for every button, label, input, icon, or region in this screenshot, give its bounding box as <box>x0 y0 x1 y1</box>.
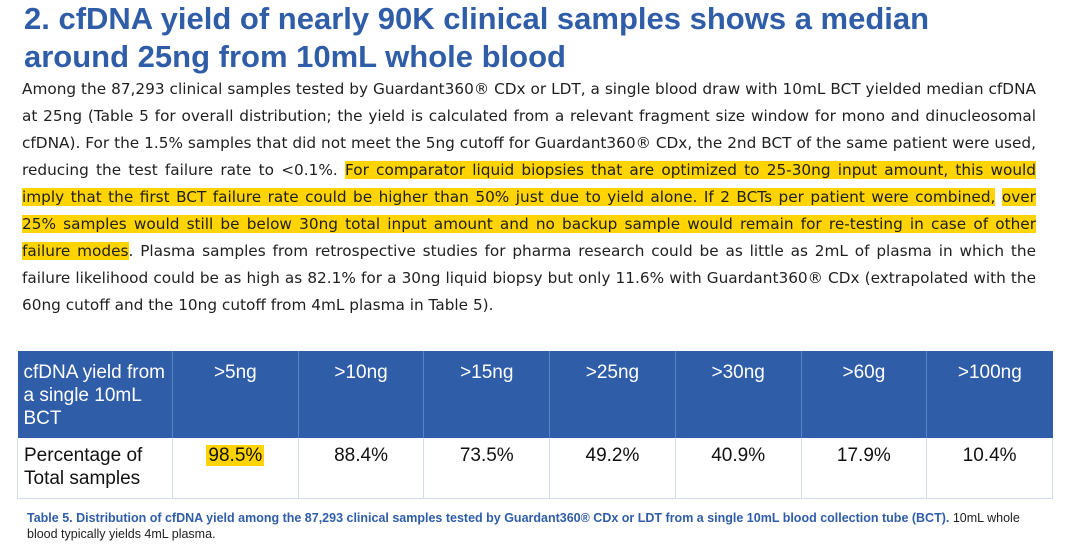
table-caption: Table 5. Distribution of cfDNA yield amo… <box>27 510 1037 542</box>
table-header-cell: >100ng <box>926 351 1053 438</box>
table-header-label: cfDNA yield from a single 10mL BCT <box>17 351 173 438</box>
table-cell: 88.4% <box>297 438 424 499</box>
paragraph-gap <box>995 188 1001 206</box>
table-row: Percentage of Total samples 98.5% 88.4% … <box>17 438 1053 499</box>
table-cell: 10.4% <box>926 438 1053 499</box>
table-header-cell: >30ng <box>674 351 802 438</box>
table-cell: 17.9% <box>800 438 927 499</box>
highlighted-value: 98.5% <box>206 445 265 466</box>
table-cell: 40.9% <box>674 438 802 499</box>
body-paragraph: Among the 87,293 clinical samples tested… <box>22 76 1037 319</box>
table-header-cell: >25ng <box>549 351 676 438</box>
section-title-line2: around 25ng from 10mL whole blood <box>24 39 566 74</box>
table-cell: 98.5% <box>172 438 299 499</box>
table-header-cell: >15ng <box>423 351 550 438</box>
paragraph-text-1: Among the 87,293 clinical samples tested… <box>22 80 1036 179</box>
table-row-label: Percentage of Total samples <box>17 438 173 499</box>
table-cell: 73.5% <box>423 438 550 499</box>
caption-bold: Table 5. Distribution of cfDNA yield amo… <box>27 511 950 525</box>
section-title-line1: 2. cfDNA yield of nearly 90K clinical sa… <box>24 1 930 36</box>
table-header-cell: >10ng <box>297 351 424 438</box>
table-header-cell: >5ng <box>172 351 299 438</box>
caption-plain: 10mL whole blood typically yields 4mL pl… <box>27 511 1020 541</box>
table-header-cell: >60g <box>800 351 927 438</box>
paragraph-text-2: . Plasma samples from retrospective stud… <box>22 242 1036 314</box>
section-title: 2. cfDNA yield of nearly 90K clinical sa… <box>24 0 1064 76</box>
yield-table: cfDNA yield from a single 10mL BCT >5ng … <box>17 351 1053 499</box>
table-header-row: cfDNA yield from a single 10mL BCT >5ng … <box>17 351 1053 438</box>
table-cell: 49.2% <box>549 438 676 499</box>
